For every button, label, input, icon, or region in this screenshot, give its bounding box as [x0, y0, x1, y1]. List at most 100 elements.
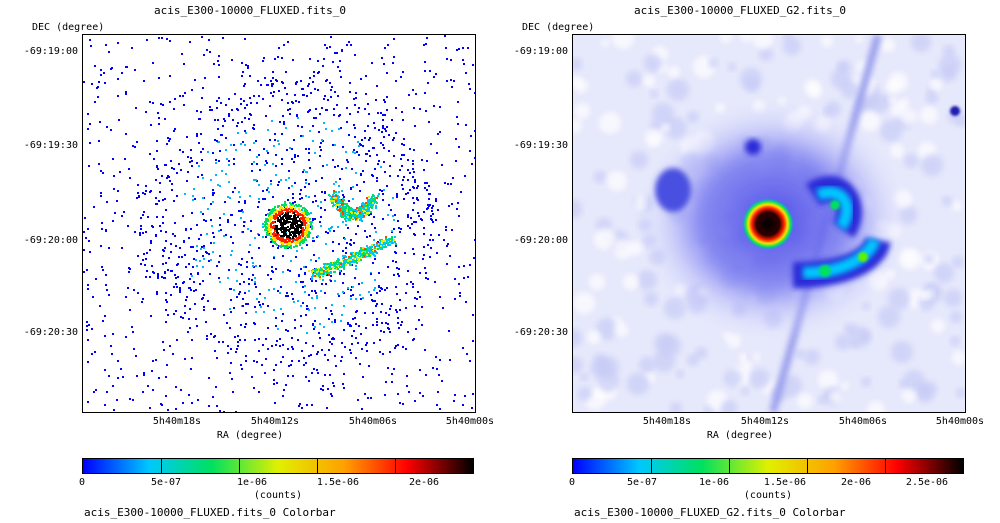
arc-pixel [358, 208, 360, 210]
count-pixel [258, 184, 260, 186]
count-pixel [325, 231, 327, 233]
count-pixel [260, 306, 262, 308]
count-pixel [321, 349, 323, 351]
count-pixel [215, 386, 217, 388]
count-pixel [435, 73, 437, 75]
count-pixel [108, 247, 110, 249]
noise-blob [957, 117, 965, 127]
count-pixel [164, 277, 166, 279]
count-pixel [240, 98, 242, 100]
count-pixel [171, 189, 173, 191]
image-viewport[interactable] [572, 34, 966, 413]
arc-pixel [349, 264, 351, 266]
count-pixel [351, 168, 353, 170]
arc-pixel [385, 238, 387, 240]
colorbar[interactable] [572, 458, 964, 474]
core-pixel [311, 225, 313, 227]
count-pixel [365, 327, 367, 329]
count-pixel [379, 351, 381, 353]
count-pixel [292, 375, 294, 377]
count-pixel [426, 182, 428, 184]
count-pixel [270, 180, 272, 182]
count-pixel [293, 139, 295, 141]
count-pixel [382, 127, 384, 129]
core-pixel [275, 225, 277, 227]
core-pixel [282, 228, 284, 230]
dec-tick-label: -69:20:30 [513, 327, 568, 338]
count-pixel [393, 368, 395, 370]
count-pixel [355, 268, 357, 270]
core-pixel [304, 232, 306, 234]
arc-pixel [391, 236, 393, 238]
count-pixel [311, 280, 313, 282]
count-pixel [170, 270, 172, 272]
count-pixel [329, 230, 331, 232]
count-pixel [297, 339, 299, 341]
count-pixel [258, 201, 260, 203]
count-pixel [432, 205, 434, 207]
count-pixel [223, 411, 225, 412]
image-viewport[interactable] [82, 34, 476, 413]
arc-pixel [333, 192, 335, 194]
count-pixel [357, 111, 359, 113]
count-pixel [218, 277, 220, 279]
count-pixel [301, 126, 303, 128]
count-pixel [200, 248, 202, 250]
arc-pixel [365, 202, 367, 204]
count-pixel [124, 158, 126, 160]
arc-pixel [379, 239, 381, 241]
count-pixel [187, 331, 189, 333]
noise-blob [728, 63, 736, 71]
count-pixel [372, 324, 374, 326]
arc-pixel [321, 271, 323, 273]
count-pixel [361, 282, 363, 284]
count-pixel [88, 240, 90, 242]
core-pixel [270, 238, 272, 240]
arc-pixel [341, 207, 343, 209]
count-pixel [409, 148, 411, 150]
count-pixel [376, 85, 378, 87]
count-pixel [145, 185, 147, 187]
arc-pixel [338, 204, 340, 206]
count-pixel [244, 144, 246, 146]
count-pixel [292, 202, 294, 204]
noise-blob [653, 350, 675, 372]
count-pixel [360, 174, 362, 176]
dec-tick-label: -69:19:30 [513, 140, 568, 151]
count-pixel [149, 276, 151, 278]
core-pixel [302, 232, 304, 234]
core-pixel [297, 216, 299, 218]
count-pixel [276, 340, 278, 342]
core-pixel [309, 232, 311, 234]
count-pixel [265, 160, 267, 162]
count-pixel [414, 305, 416, 307]
ra-tick-label: 5h40m00s [445, 416, 495, 427]
noise-blob [639, 357, 655, 373]
count-pixel [466, 353, 468, 355]
core-pixel [280, 239, 282, 241]
core-pixel [295, 232, 297, 234]
core-pixel [296, 205, 298, 207]
count-pixel [336, 104, 338, 106]
count-pixel [294, 182, 296, 184]
count-pixel [372, 300, 374, 302]
count-pixel [355, 357, 357, 359]
fluxed-image[interactable] [83, 35, 475, 412]
count-pixel [127, 287, 129, 289]
count-pixel [462, 347, 464, 349]
smoothed-image[interactable] [573, 35, 965, 412]
count-pixel [421, 306, 423, 308]
count-pixel [360, 333, 362, 335]
count-pixel [364, 130, 366, 132]
count-pixel [339, 178, 341, 180]
count-pixel [275, 325, 277, 327]
count-pixel [267, 348, 269, 350]
count-pixel [258, 95, 260, 97]
count-pixel [87, 361, 89, 363]
colorbar[interactable] [82, 458, 474, 474]
count-pixel [191, 402, 193, 404]
count-pixel [169, 345, 171, 347]
count-pixel [222, 341, 224, 343]
noise-blob [861, 377, 871, 387]
core-pixel [277, 232, 279, 234]
